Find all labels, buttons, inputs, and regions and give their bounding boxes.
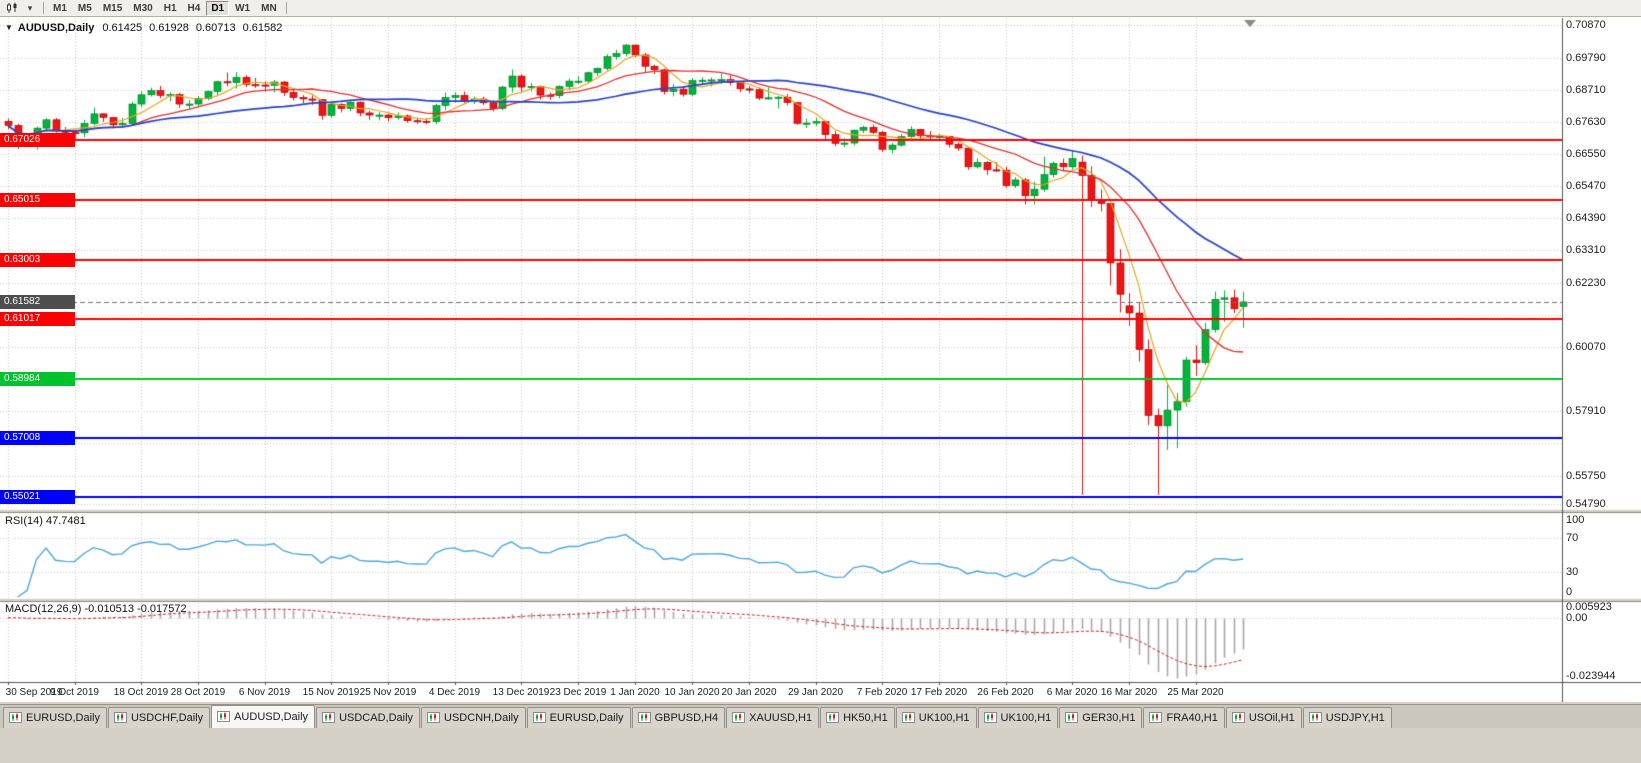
price-chart-canvas[interactable] [0, 17, 1641, 702]
chart-tab[interactable]: GER30,H1 [1059, 707, 1143, 728]
chart-tab[interactable]: USDCNH,Daily [421, 707, 526, 728]
timeframe-button-MN[interactable]: MN [261, 2, 277, 14]
chart-tab-label: XAUUSD,H1 [749, 711, 813, 724]
chart-tab[interactable]: EURUSD,Daily [3, 707, 107, 728]
mini-chart-icon [427, 712, 441, 723]
chart-type-dropdown-icon[interactable]: ▾ [27, 2, 33, 13]
chart-tab-label: USDCHF,Daily [130, 711, 204, 724]
chart-tab[interactable]: AUDUSD,Daily [211, 705, 316, 728]
mini-chart-icon [901, 712, 915, 723]
chart-tab[interactable]: XAUUSD,H1 [726, 707, 820, 728]
chart-tab[interactable]: FRA40,H1 [1143, 707, 1225, 728]
chart-tab[interactable]: USDJPY,H1 [1302, 707, 1392, 728]
timeframe-button-H1[interactable]: H1 [163, 2, 177, 14]
chart-tab[interactable]: USDCAD,Daily [316, 707, 421, 728]
chart-tab-label: USDJPY,H1 [1325, 711, 1385, 724]
mini-chart-icon [826, 712, 840, 723]
timeframe-button-D1[interactable]: D1 [206, 0, 230, 16]
chart-tab-label: USOil,H1 [1248, 711, 1295, 724]
toolbar-separator [43, 2, 44, 14]
chart-tabs: EURUSD,Daily USDCHF,Daily AUDUSD,Daily USDC… [0, 704, 1641, 728]
chart-tab-label: USDCNH,Daily [444, 711, 519, 724]
mini-chart-icon [637, 712, 651, 723]
mini-chart-icon [1231, 712, 1245, 723]
chart-tab-label: GER30,H1 [1082, 711, 1136, 724]
mini-chart-icon [1308, 712, 1322, 723]
mini-chart-icon [217, 711, 231, 722]
mini-chart-icon [532, 712, 546, 723]
chart-tab-label: GBPUSD,H4 [654, 711, 719, 724]
chart-tab[interactable]: GBPUSD,H4 [631, 707, 726, 728]
chart-tab[interactable]: UK100,H1 [977, 707, 1059, 728]
mini-chart-icon [1149, 712, 1163, 723]
mini-chart-icon [1065, 712, 1079, 723]
timeframe-button-H4[interactable]: H4 [187, 2, 201, 14]
toolbar-separator [285, 2, 287, 14]
chart-tab-label: EURUSD,Daily [26, 711, 100, 724]
timeframe-button-W1[interactable]: W1 [235, 2, 251, 14]
chart-tab[interactable]: USDCHF,Daily [107, 707, 211, 728]
chart-tab[interactable]: HK50,H1 [820, 707, 895, 728]
chart-tab-label: FRA40,H1 [1166, 711, 1218, 724]
chart-tab-label: USDCAD,Daily [339, 711, 414, 724]
mini-chart-icon [113, 712, 127, 723]
candlestick-chart-icon[interactable] [3, 1, 21, 15]
chart-tab[interactable]: USOil,H1 [1225, 707, 1302, 728]
chart-tab-label: HK50,H1 [843, 711, 888, 724]
mini-chart-icon [9, 712, 22, 723]
timeframe-button-M5[interactable]: M5 [77, 2, 92, 14]
timeframe-button-M15[interactable]: M15 [102, 2, 123, 14]
chart-tab[interactable]: EURUSD,Daily [526, 707, 631, 728]
chart-tab[interactable]: UK100,H1 [895, 707, 977, 728]
mini-chart-icon [983, 712, 997, 723]
mini-chart-icon [732, 712, 746, 723]
timeframe-group: M1 M5 M15 M30 H1 H4 D1 W1 MN [48, 0, 282, 16]
mini-chart-icon [322, 712, 336, 723]
chart-tab-label: AUDUSD,Daily [234, 710, 309, 723]
chart-tab-label: UK100,H1 [1000, 711, 1052, 724]
chart-tab-label: EURUSD,Daily [549, 711, 624, 724]
timeframe-button-M30[interactable]: M30 [133, 2, 153, 14]
timeframes-toolbar: ▾ M1 M5 M15 M30 H1 H4 D1 W1 MN [0, 0, 1641, 17]
timeframe-button-M1[interactable]: M1 [53, 2, 67, 14]
chart-tab-label: UK100,H1 [918, 711, 970, 724]
